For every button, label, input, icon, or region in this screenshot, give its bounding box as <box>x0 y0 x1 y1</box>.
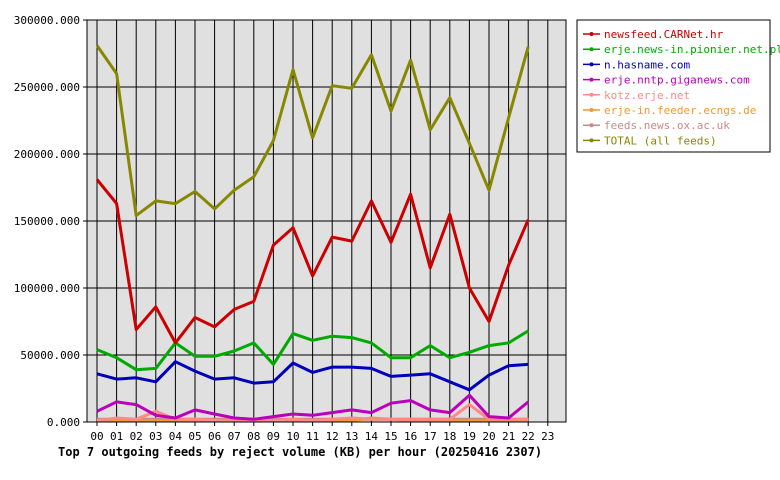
x-tick-label: 17 <box>424 430 437 443</box>
legend-label-total-all-feeds: TOTAL (all feeds) <box>604 134 717 147</box>
legend-marker-newsfeed-carnet-hr <box>589 32 594 36</box>
y-tick-label: 0.000 <box>47 416 80 429</box>
x-tick-label: 15 <box>384 430 397 443</box>
x-tick-label: 16 <box>404 430 417 443</box>
legend-box <box>576 19 771 153</box>
gridlines <box>87 20 566 422</box>
x-tick-label: 18 <box>443 430 456 443</box>
y-tick-label: 250000.000 <box>14 81 80 94</box>
series-line-erje-nntp-giganews-com <box>96 393 530 421</box>
legend-marker-n-hasname-com <box>589 62 594 67</box>
legend-marker-erje-in-feeder-ecngs-de <box>589 108 594 112</box>
x-tick-label: 06 <box>208 430 221 443</box>
legend-label-n-hasname-com: n.hasname.com <box>604 58 690 71</box>
x-tick-label: 05 <box>188 430 201 443</box>
x-tick-label: 03 <box>149 430 162 443</box>
chart-title: Top 7 outgoing feeds by reject volume (K… <box>58 445 542 459</box>
x-tick-label: 23 <box>541 430 554 443</box>
series-line-erje-news-in-pionier-net-pl <box>96 329 529 372</box>
x-tick-label: 14 <box>365 430 379 443</box>
y-tick-label: 200000.000 <box>14 148 80 161</box>
y-axis-ticks: 0.000 50000.000 100000.000 150000.000 200000… <box>14 14 87 429</box>
legend-label-newsfeed-carnet-hr: newsfeed.CARNet.hr <box>604 28 724 41</box>
y-tick-label: 100000.000 <box>14 282 80 295</box>
series-line-n-hasname-com <box>96 360 529 392</box>
y-tick-label: 50000.000 <box>20 349 80 362</box>
legend-label-erje-news-in-pionier-net-pl: erje.news-in.pionier.net.pl <box>604 43 780 56</box>
legend-label-erje-in-feeder-ecngs-de: erje-in.feeder.ecngs.de <box>604 104 756 117</box>
x-tick-label: 04 <box>169 430 183 443</box>
y-tick-label: 150000.000 <box>14 215 80 228</box>
legend-marker-kotz-erje-net <box>589 92 594 97</box>
x-tick-label: 13 <box>345 430 358 443</box>
series-line-newsfeed-carnet-hr <box>95 178 530 345</box>
legend-label-feeds-news-ox-ac-uk: feeds.news.ox.ac.uk <box>604 119 730 132</box>
x-tick-label: 20 <box>482 430 495 443</box>
x-tick-label: 19 <box>463 430 476 443</box>
x-tick-label: 02 <box>130 430 143 443</box>
x-tick-label: 09 <box>267 430 280 443</box>
legend-label-kotz-erje-net: kotz.erje.net <box>604 89 690 102</box>
x-tick-label: 01 <box>110 430 123 443</box>
x-tick-label: 21 <box>502 430 515 443</box>
plot-frame <box>86 19 567 423</box>
x-tick-label: 12 <box>326 430 339 443</box>
x-tick-label: 00 <box>90 430 103 443</box>
legend-marker-erje-news-in-pionier-net-pl <box>589 47 594 52</box>
legend-label-erje-nntp-giganews-com: erje.nntp.giganews.com <box>604 74 750 87</box>
legend-marker-feeds-news-ox-ac-uk <box>589 123 594 128</box>
x-tick-label: 22 <box>522 430 535 443</box>
legend: newsfeed.CARNet.hr erje.news-in.pionier.n… <box>576 19 780 153</box>
x-tick-label: 07 <box>228 430 241 443</box>
x-axis-ticks: 00 01 02 03 04 05 06 07 08 09 10 11 12 13 14 15 16 17 18 19… <box>90 422 554 443</box>
series-lines <box>95 44 530 423</box>
legend-marker-total-all-feeds <box>589 138 594 143</box>
series-line-total-all-feeds <box>95 44 530 218</box>
x-tick-label: 10 <box>286 430 299 443</box>
legend-marker-erje-nntp-giganews-com <box>589 77 594 82</box>
x-tick-label: 11 <box>306 430 319 443</box>
y-tick-label: 300000.000 <box>14 14 80 27</box>
x-tick-label: 08 <box>247 430 260 443</box>
